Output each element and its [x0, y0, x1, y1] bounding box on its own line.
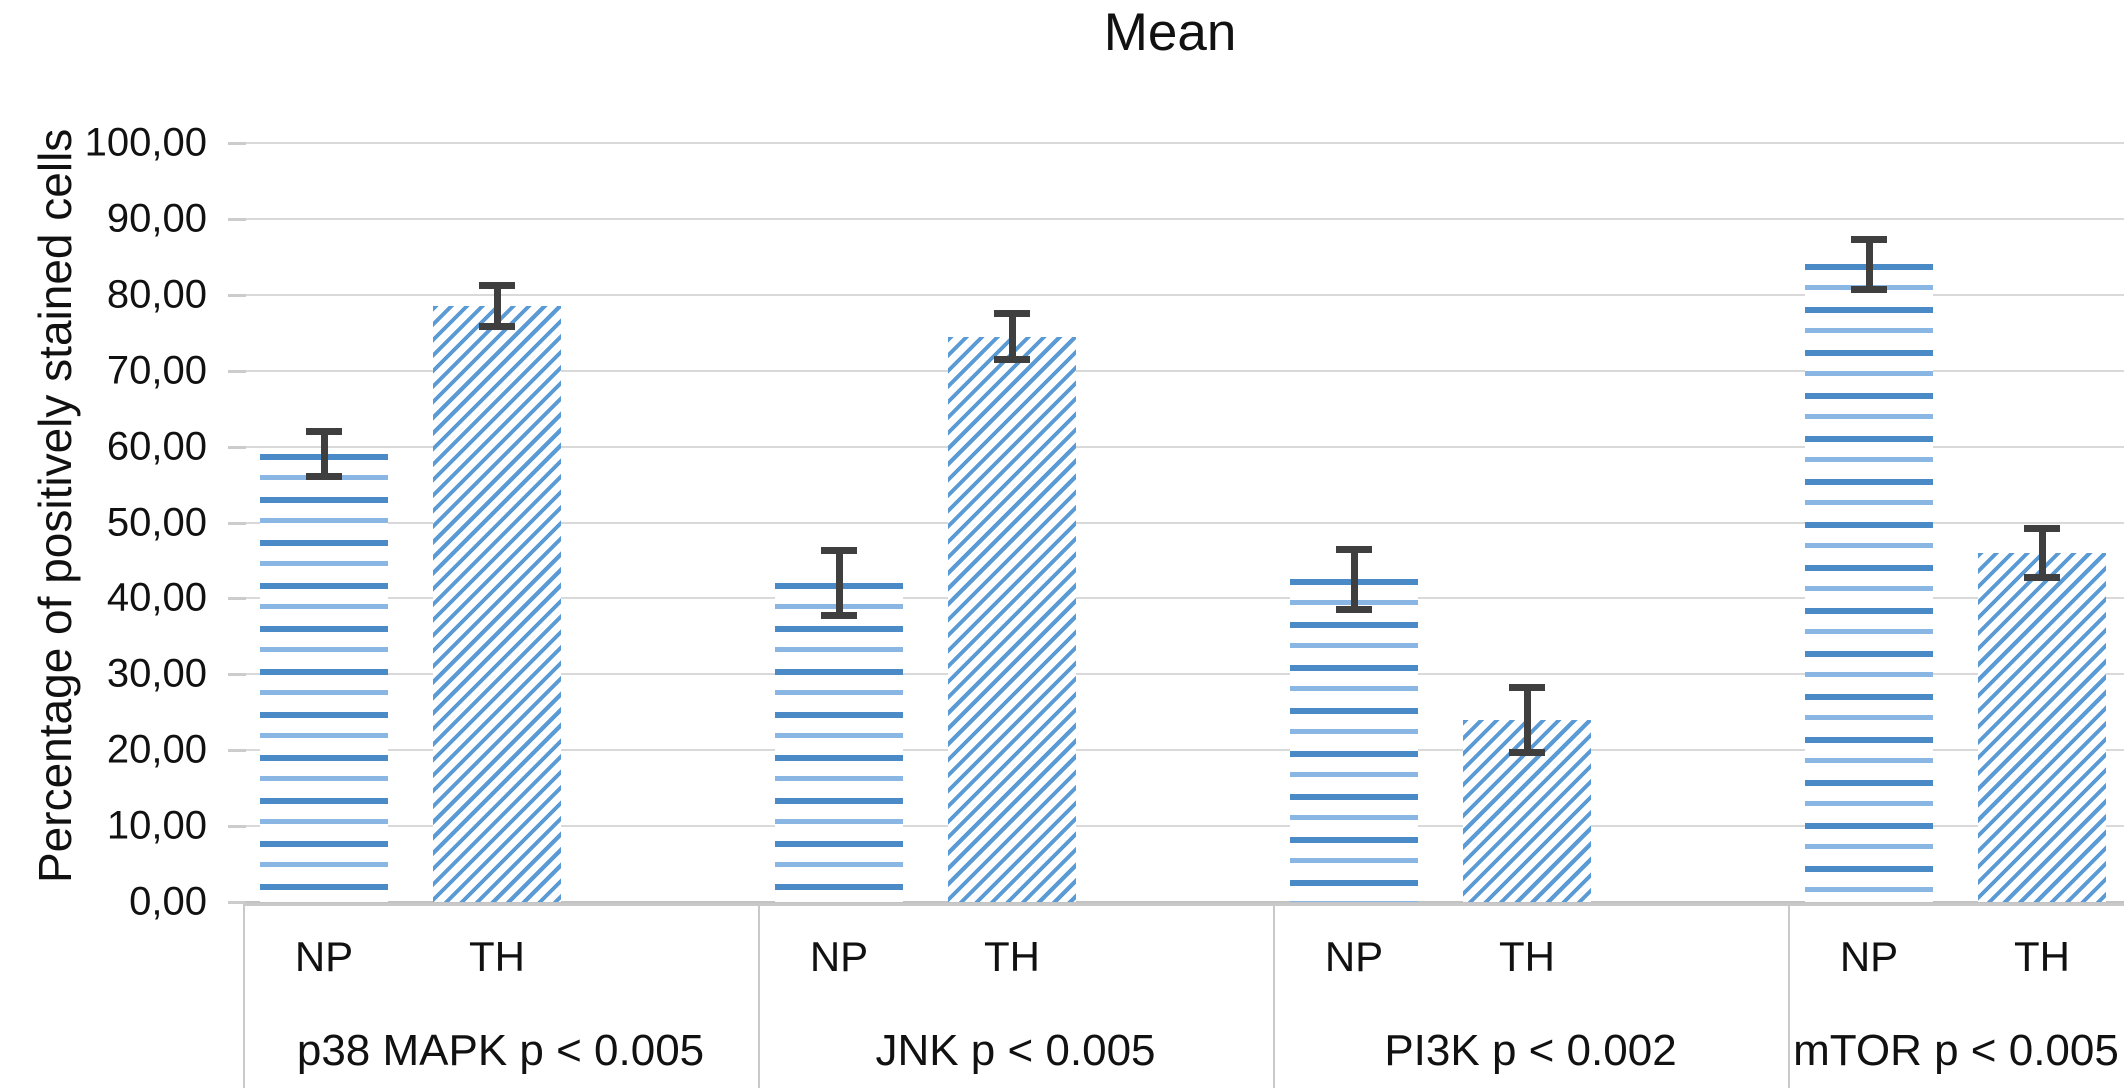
error-bar-vertical	[1865, 239, 1873, 290]
gridline-60	[243, 445, 2124, 448]
gridline-100	[243, 142, 2124, 144]
error-bar-cap-top	[306, 427, 342, 435]
axis-group-label-2: JNK p < 0.005	[875, 1026, 1156, 1075]
bar-th-4	[1978, 552, 2106, 902]
error-bar-vertical	[1350, 549, 1358, 610]
error-bar-cap-top	[994, 310, 1030, 318]
category-separator-3	[1788, 903, 1790, 1088]
y-tick-label-50: 50,00	[106, 500, 207, 544]
gridline-40	[243, 597, 2124, 600]
y-tick-label-80: 80,00	[106, 272, 207, 317]
y-tick-label-40: 40,00	[106, 575, 207, 620]
axis-sublabel-th-2: TH	[984, 933, 1040, 980]
gridline-20	[243, 749, 2124, 752]
error-bar-vertical	[835, 550, 843, 616]
gridline-90	[243, 217, 2124, 220]
y-tick-label-30: 30,00	[106, 651, 207, 696]
axis-group-label-1: p38 MAPK p < 0.005	[296, 1026, 705, 1075]
error-bar-vertical	[493, 285, 501, 327]
axis-sublabel-th-4: TH	[2014, 933, 2070, 980]
gridline-80	[243, 293, 2124, 296]
y-tick-label-60: 60,00	[106, 424, 207, 469]
gridline-0	[243, 901, 2124, 903]
axis-sublabel-th-1: TH	[469, 933, 525, 980]
error-bar-cap-bottom	[306, 473, 342, 481]
error-bar-cap-bottom	[994, 355, 1030, 363]
bar-np-3	[1290, 579, 1418, 902]
bar-th-2	[948, 336, 1076, 902]
error-bar-cap-top	[821, 547, 857, 555]
y-tick-90	[228, 217, 246, 221]
y-tick-label-70: 70,00	[106, 348, 207, 393]
y-tick-label-10: 10,00	[106, 803, 207, 848]
axis-group-label-3: PI3K p < 0.002	[1384, 1026, 1677, 1075]
category-separator-0	[243, 903, 245, 1088]
y-tick-30	[228, 673, 246, 677]
error-bar-cap-top	[479, 282, 515, 290]
error-bar-cap-bottom	[821, 612, 857, 620]
error-bar-vertical	[1008, 313, 1016, 360]
x-axis-line	[243, 903, 2124, 906]
y-tick-label-100: 100,00	[84, 120, 207, 165]
y-tick-10	[228, 825, 246, 829]
axis-group-label-4: mTOR p < 0.005	[1793, 1026, 2119, 1075]
error-bar-cap-bottom	[1336, 606, 1372, 614]
y-tick-100	[228, 142, 246, 145]
axis-sublabel-th-3: TH	[1499, 933, 1555, 980]
axis-sublabel-np-3: NP	[1324, 933, 1384, 980]
y-tick-20	[228, 749, 246, 753]
error-bar-vertical	[2038, 528, 2046, 578]
gridline-50	[243, 521, 2124, 524]
axis-sublabel-np-1: NP	[294, 933, 354, 980]
error-bar-vertical	[1523, 687, 1531, 753]
axis-sublabel-np-4: NP	[1839, 933, 1899, 980]
y-tick-label-0: 0,00	[129, 879, 207, 924]
y-tick-label-90: 90,00	[106, 196, 207, 241]
gridline-70	[243, 369, 2124, 372]
error-bar-cap-top	[1336, 545, 1372, 553]
error-bar-cap-top	[1851, 235, 1887, 243]
bar-np-2	[775, 583, 903, 902]
error-bar-vertical	[320, 431, 328, 477]
y-tick-40	[228, 597, 246, 601]
chart-title: Mean	[1103, 3, 1237, 62]
category-separator-1	[758, 903, 760, 1088]
error-bar-cap-bottom	[1509, 748, 1545, 756]
error-bar-cap-bottom	[1851, 285, 1887, 293]
bar-np-1	[260, 454, 388, 902]
y-tick-0	[228, 901, 246, 904]
error-bar-cap-top	[1509, 683, 1545, 691]
axis-sublabel-np-2: NP	[809, 933, 869, 980]
y-tick-label-20: 20,00	[106, 727, 207, 772]
gridline-10	[243, 825, 2124, 828]
error-bar-cap-bottom	[479, 323, 515, 331]
category-separator-2	[1273, 903, 1275, 1088]
bar-np-4	[1805, 264, 1933, 902]
y-tick-50	[228, 521, 246, 525]
bar-th-1	[433, 306, 561, 902]
y-tick-60	[228, 445, 246, 449]
error-bar-cap-top	[2024, 525, 2060, 533]
error-bar-cap-bottom	[2024, 573, 2060, 581]
gridline-30	[243, 673, 2124, 676]
y-tick-80	[228, 293, 246, 297]
y-tick-70	[228, 369, 246, 373]
